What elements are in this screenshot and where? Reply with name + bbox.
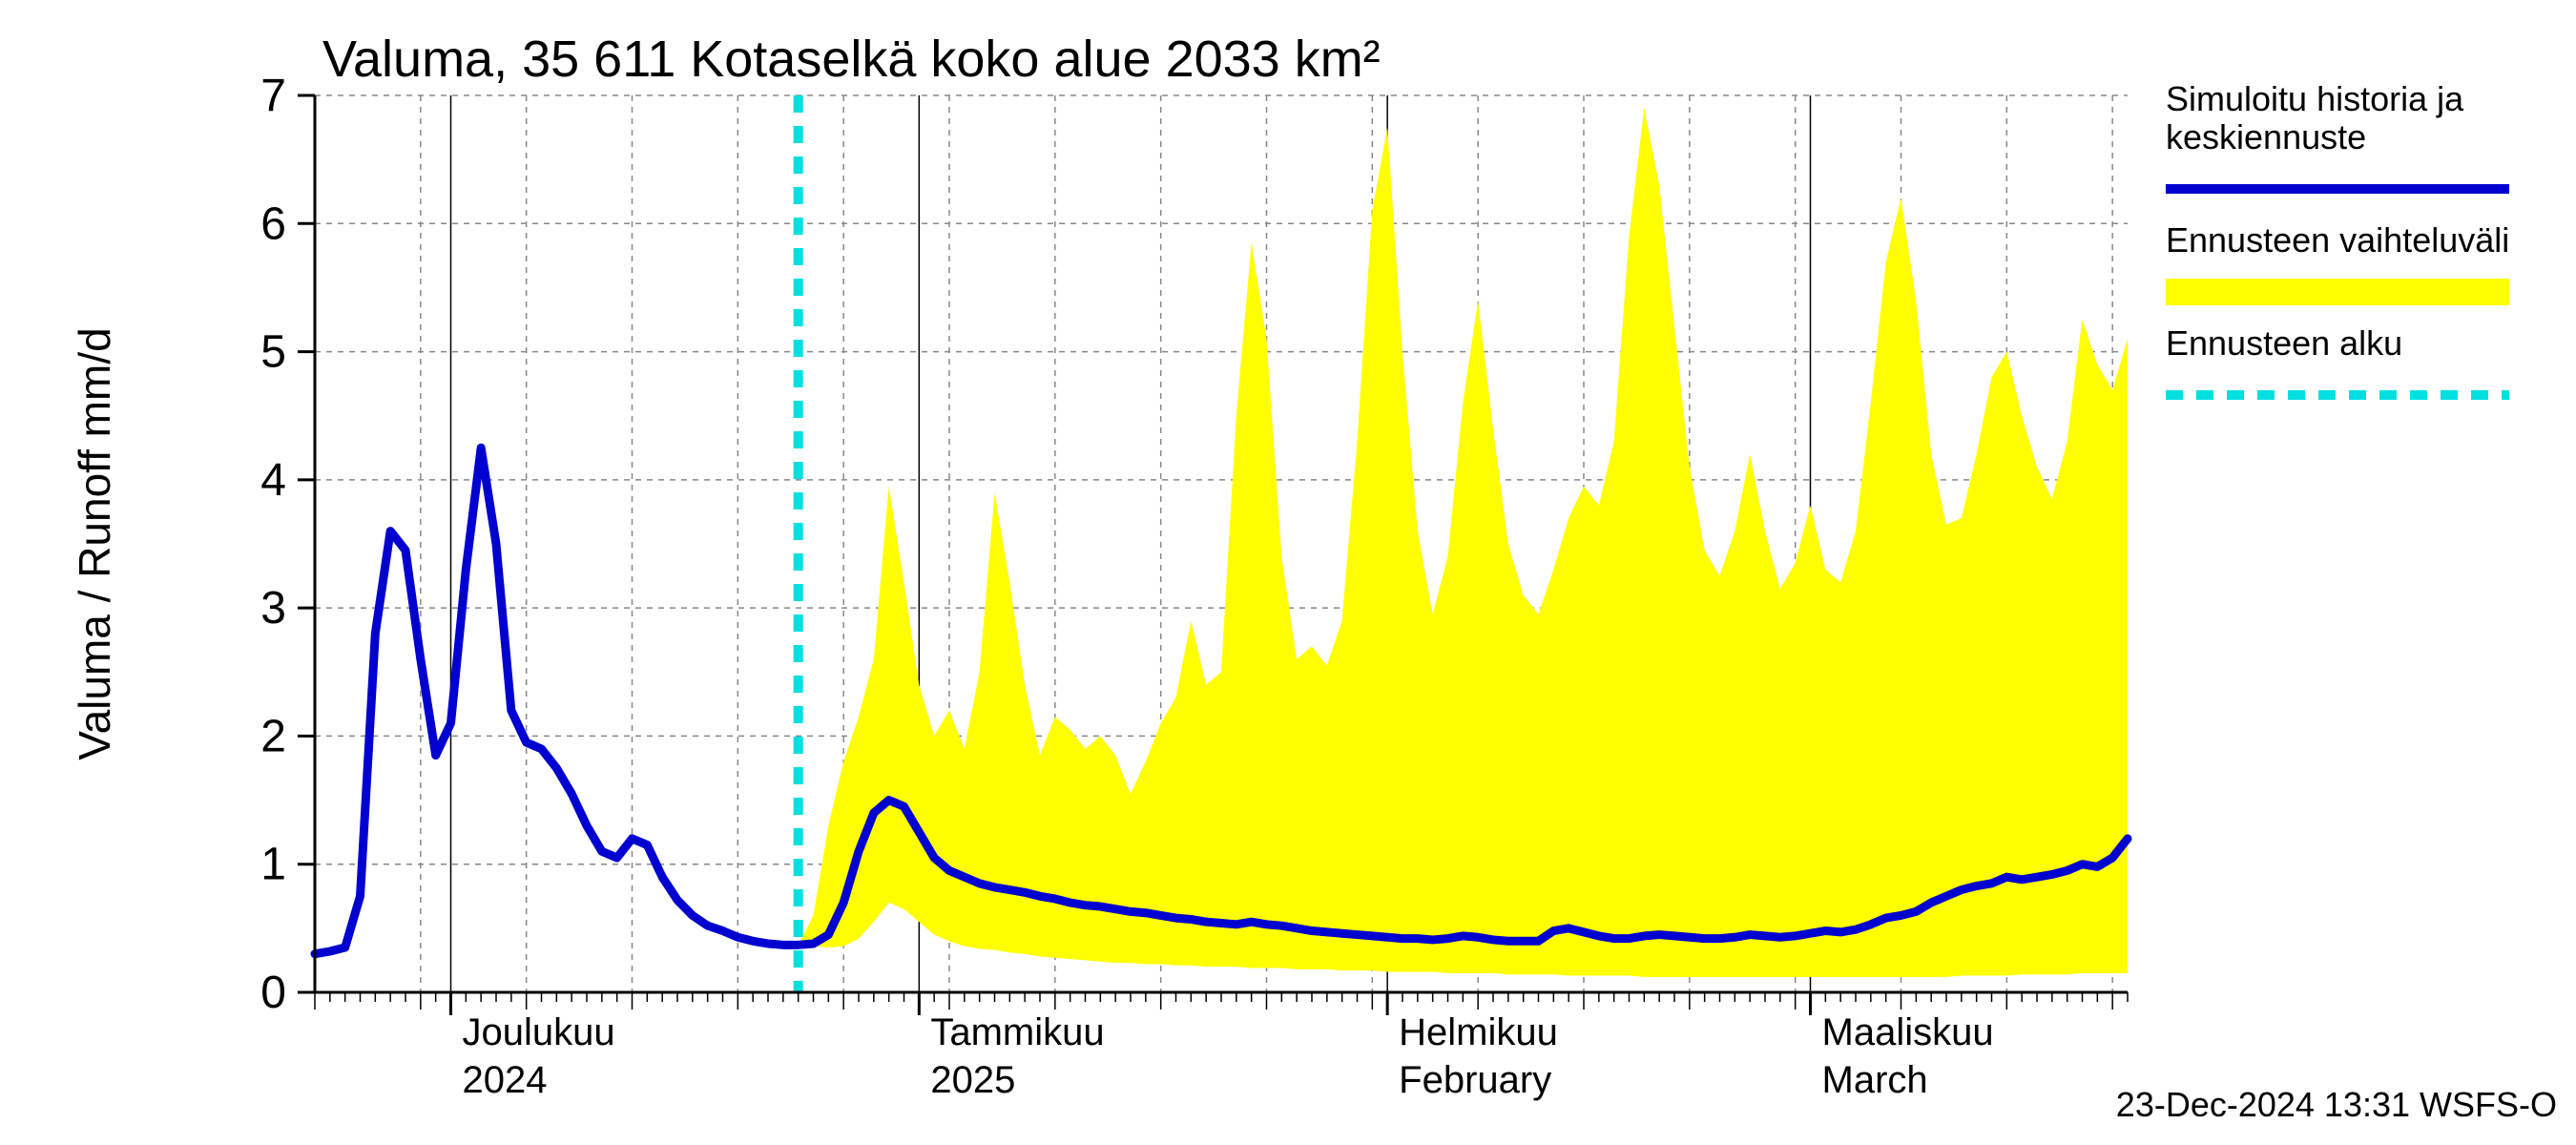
legend-label: Simuloitu historia ja: [2166, 79, 2464, 118]
y-tick-label: 2: [260, 711, 286, 761]
legend-label: Ennusteen vaihteluväli: [2166, 220, 2509, 260]
legend-band-sample: [2166, 279, 2509, 305]
y-tick-label: 7: [260, 71, 286, 121]
y-tick-label: 4: [260, 455, 286, 506]
y-tick-label: 6: [260, 198, 286, 249]
x-month-sublabel: March: [1822, 1059, 1928, 1101]
x-month-sublabel: February: [1399, 1059, 1551, 1101]
x-month-label: Tammikuu: [930, 1011, 1104, 1053]
y-tick-label: 5: [260, 327, 286, 378]
x-month-label: Maaliskuu: [1822, 1011, 1994, 1053]
chart-container: 0 1 2 3 4 5 6 7 Joulukuu 2024 Tammikuu 2025 Helmikuu…: [0, 0, 2576, 1145]
y-tick-label: 3: [260, 583, 286, 634]
y-tick-label: 1: [260, 840, 286, 890]
x-month-label: Helmikuu: [1399, 1011, 1558, 1053]
y-tick-label: 0: [260, 968, 286, 1018]
footer-timestamp: 23-Dec-2024 13:31 WSFS-O: [2116, 1085, 2557, 1124]
runoff-chart: 0 1 2 3 4 5 6 7 Joulukuu 2024 Tammikuu 2025 Helmikuu…: [0, 0, 2576, 1145]
x-month-sublabel: 2025: [930, 1059, 1015, 1101]
chart-title: Valuma, 35 611 Kotaselkä koko alue 2033 …: [322, 31, 1381, 88]
x-month-label: Joulukuu: [463, 1011, 615, 1053]
legend-label: Ennusteen alku: [2166, 323, 2402, 363]
y-axis-title: Valuma / Runoff mm/d: [70, 327, 119, 760]
legend-label: keskiennuste: [2166, 117, 2366, 156]
x-month-sublabel: 2024: [463, 1059, 548, 1101]
